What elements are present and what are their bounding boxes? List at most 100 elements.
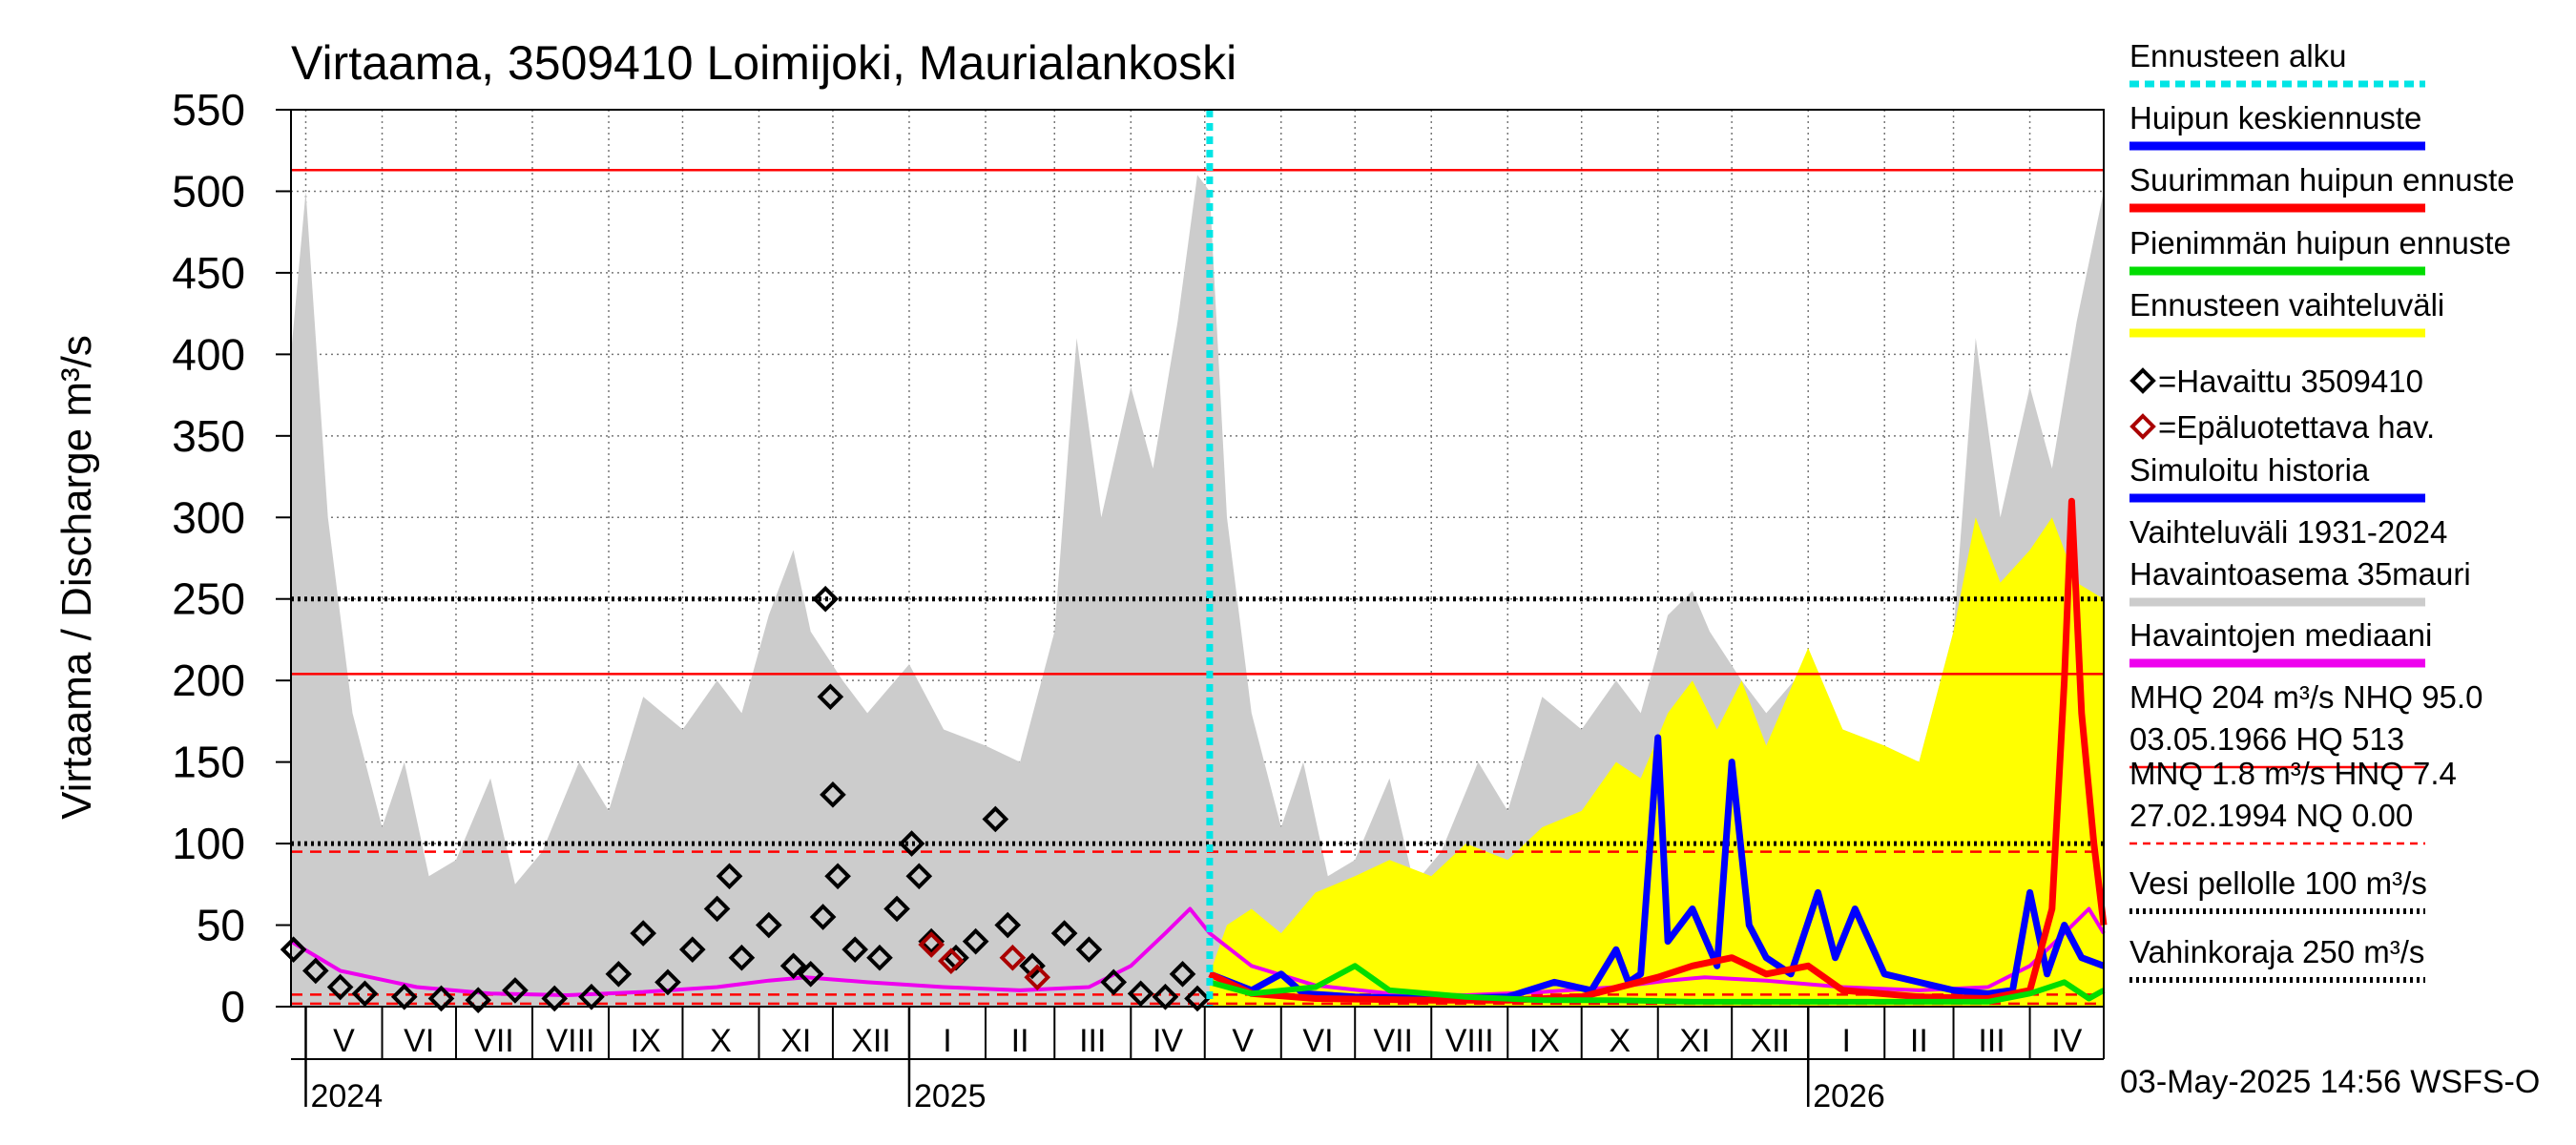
x-month-label: X	[710, 1023, 732, 1059]
legend-item-6: =Epäluotettava hav.	[2129, 409, 2435, 445]
x-month-label: VI	[404, 1023, 434, 1059]
marker-point	[703, 895, 731, 923]
marker-point	[999, 944, 1027, 971]
legend-label-2: 03.05.1966 HQ 513	[2129, 721, 2404, 757]
marker-point	[812, 585, 840, 613]
x-month-label: IV	[2051, 1023, 2082, 1059]
x-month-label: VII	[474, 1023, 514, 1059]
legend-item-3: Pienimmän huipun ennuste	[2129, 225, 2511, 276]
marker-point	[326, 973, 354, 1001]
marker-point	[280, 936, 307, 964]
legend-label: Ennusteen vaihteluväli	[2129, 287, 2444, 323]
marker-point	[1127, 980, 1154, 1008]
x-axis: V VI VII VIII IX X XI XII I II III IV V VI VII VIII IX X X…	[291, 1007, 2105, 1114]
y-tick-label: 150	[172, 738, 245, 787]
x-month-label: III	[1978, 1023, 2005, 1059]
y-tick-label: 450	[172, 248, 245, 298]
legend-item-2: Suurimman huipun ennuste	[2129, 162, 2515, 213]
marker-point	[779, 952, 807, 980]
legend-label: MHQ 204 m³/s NHQ 95.0	[2129, 679, 2483, 715]
x-month-label: I	[1842, 1023, 1851, 1059]
legend-marker	[2129, 367, 2156, 394]
x-month-label: III	[1079, 1023, 1106, 1059]
marker-point	[1024, 964, 1051, 991]
legend-item-13: Vahinkoraja 250 m³/s	[2129, 934, 2425, 983]
legend-item-9: Havaintojen mediaani	[2129, 617, 2432, 668]
x-month-label: IX	[1529, 1023, 1560, 1059]
y-axis: 0 50 100 150 200 250 300 350 400 450 500 550	[172, 85, 291, 1031]
legend-label: =Havaittu 3509410	[2158, 364, 2423, 399]
marker-point	[982, 805, 1009, 833]
legend-label: Vesi pellolle 100 m³/s	[2129, 865, 2427, 901]
marker-point	[866, 944, 893, 971]
x-month-label: XII	[851, 1023, 891, 1059]
y-tick-label: 300	[172, 492, 245, 542]
marker-point	[918, 927, 945, 955]
y-tick-label: 50	[197, 901, 245, 950]
x-month-label: VIII	[546, 1023, 594, 1059]
x-month-label: XI	[780, 1023, 811, 1059]
marker-point	[820, 781, 846, 808]
footer-timestamp: 03-May-2025 14:56 WSFS-O	[2120, 1064, 2540, 1100]
y-tick-label: 200	[172, 656, 245, 705]
marker-point	[817, 683, 844, 711]
y-tick-label: 0	[220, 982, 245, 1031]
y-axis-label: Virtaama / Discharge m³/s	[53, 335, 100, 820]
x-month-label: X	[1609, 1023, 1631, 1059]
marker-point	[938, 947, 965, 974]
marker-point	[541, 985, 569, 1012]
x-month-label: XII	[1750, 1023, 1790, 1059]
series-suurimman-huipun-ennuste	[1208, 497, 2108, 1004]
legend-item-4: Ennusteen vaihteluväli	[2129, 287, 2444, 338]
marker-point	[465, 987, 492, 1013]
marker-point	[716, 863, 743, 890]
legend-label: Vahinkoraja 250 m³/s	[2129, 934, 2424, 969]
marker-point	[502, 977, 529, 1004]
x-month-label: V	[1232, 1023, 1254, 1059]
marker-point	[841, 936, 868, 964]
legend-label: MNQ 1.8 m³/s HNQ 7.4	[2129, 756, 2457, 791]
series-pienimm-n-huipun-ennuste	[1209, 963, 2106, 1005]
legend-label: Havaintojen mediaani	[2129, 617, 2432, 653]
y-tick-label: 550	[172, 85, 245, 135]
legend-item-0: Ennusteen alku	[2129, 38, 2425, 88]
legend-label: Pienimmän huipun ennuste	[2129, 225, 2511, 260]
marker-point	[809, 904, 837, 930]
chart-title: Virtaama, 3509410 Loimijoki, Maurialanko…	[291, 36, 1236, 90]
marker-point	[962, 927, 989, 955]
marker-point	[301, 957, 329, 985]
marker-point	[1019, 952, 1046, 980]
x-month-label: II	[1910, 1023, 1928, 1059]
x-year-label: 2025	[914, 1078, 987, 1114]
legend-item-8: Vaihteluväli 1931-2024 Havaintoasema 35m…	[2129, 514, 2471, 607]
marker-point	[654, 968, 681, 996]
x-month-label: V	[333, 1023, 355, 1059]
marker-point	[678, 936, 706, 964]
legend: Ennusteen alku Huipun keskiennuste Suurimm…	[2129, 38, 2515, 983]
x-month-label: II	[1011, 1023, 1029, 1059]
legend-item-10: MHQ 204 m³/s NHQ 95.0 03.05.1966 HQ 513	[2129, 679, 2483, 769]
y-tick-label: 350	[172, 411, 245, 461]
x-month-label: IX	[631, 1023, 661, 1059]
marker-point	[728, 944, 756, 971]
legend-label-2: Havaintoasema 35mauri	[2129, 556, 2471, 592]
marker-point	[427, 985, 455, 1012]
legend-label-2: 27.02.1994 NQ 0.00	[2129, 798, 2413, 833]
marker-point	[905, 863, 933, 890]
y-tick-label: 100	[172, 819, 245, 868]
legend-label: =Epäluotettava hav.	[2158, 409, 2435, 445]
x-month-label: VIII	[1445, 1023, 1494, 1059]
legend-marker	[2129, 413, 2156, 440]
marker-point	[1100, 968, 1128, 996]
legend-label: Huipun keskiennuste	[2129, 100, 2421, 135]
legend-label: Suurimman huipun ennuste	[2129, 162, 2515, 198]
marker-point	[797, 960, 824, 988]
plot-area	[280, 109, 2108, 1013]
x-year-label: 2026	[1813, 1078, 1885, 1114]
marker-point	[1184, 985, 1211, 1012]
x-year-label: 2024	[310, 1078, 383, 1114]
legend-item-7: Simuloitu historia	[2129, 452, 2425, 503]
marker-point	[824, 863, 851, 890]
x-month-label: IV	[1153, 1023, 1183, 1059]
marker-point	[755, 911, 782, 939]
